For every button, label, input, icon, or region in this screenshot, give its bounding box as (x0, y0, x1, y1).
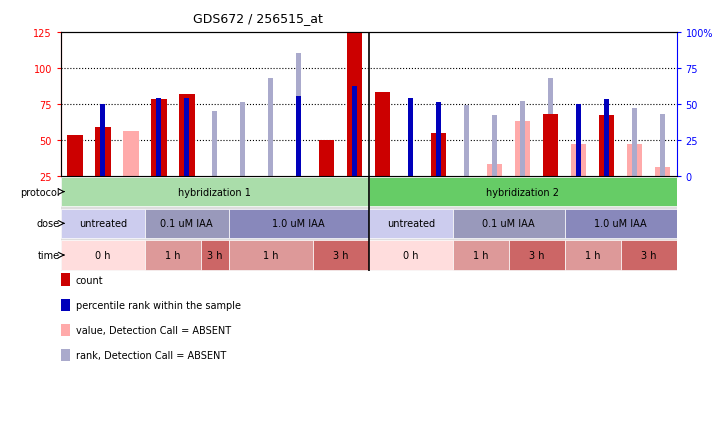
Bar (431, 133, 446, 176)
Bar (604, 100, 609, 176)
Text: rank, Detection Call = ABSENT: rank, Detection Call = ABSENT (76, 351, 226, 360)
Bar (543, 115, 558, 176)
Bar (100, 105, 105, 176)
Bar (520, 102, 526, 176)
Text: 1 h: 1 h (585, 250, 601, 260)
Text: untreated: untreated (387, 219, 435, 229)
Bar (464, 106, 469, 176)
Bar (632, 109, 637, 176)
Text: count: count (76, 275, 104, 285)
Bar (627, 145, 642, 176)
Text: hybridization 2: hybridization 2 (486, 187, 559, 197)
Text: 1.0 uM IAA: 1.0 uM IAA (594, 219, 647, 229)
Bar (67, 136, 82, 176)
Text: 0.1 uM IAA: 0.1 uM IAA (160, 219, 213, 229)
Bar (453, 209, 565, 238)
Bar (229, 241, 313, 270)
Text: 0 h: 0 h (403, 250, 418, 260)
Bar (184, 99, 189, 176)
Text: 3 h: 3 h (207, 250, 223, 260)
Text: 1.0 uM IAA: 1.0 uM IAA (273, 219, 325, 229)
Bar (369, 241, 453, 270)
Bar (453, 241, 508, 270)
Text: value, Detection Call = ABSENT: value, Detection Call = ABSENT (76, 326, 231, 335)
Text: 1 h: 1 h (165, 250, 180, 260)
Bar (95, 128, 110, 176)
Bar (565, 241, 621, 270)
Text: 0.1 uM IAA: 0.1 uM IAA (483, 219, 535, 229)
Bar (200, 241, 229, 270)
Bar (229, 209, 369, 238)
Bar (369, 178, 677, 207)
Bar (61, 178, 369, 207)
Bar (565, 209, 677, 238)
Bar (347, 33, 362, 176)
Text: 1 h: 1 h (473, 250, 488, 260)
Bar (515, 122, 531, 176)
Bar (156, 99, 161, 176)
Bar (313, 241, 369, 270)
Bar (319, 140, 334, 176)
Bar (61, 241, 145, 270)
Bar (151, 100, 167, 176)
Text: 1 h: 1 h (263, 250, 279, 260)
Bar (576, 107, 581, 176)
Bar (352, 87, 357, 176)
Bar (660, 115, 665, 176)
Bar (548, 79, 553, 176)
Text: 3 h: 3 h (333, 250, 349, 260)
Text: GDS672 / 256515_at: GDS672 / 256515_at (193, 12, 323, 25)
Bar (296, 97, 301, 176)
Bar (599, 116, 614, 176)
Text: percentile rank within the sample: percentile rank within the sample (76, 300, 241, 310)
Bar (145, 209, 229, 238)
Text: protocol: protocol (20, 187, 59, 197)
Bar (487, 165, 503, 176)
Bar (576, 105, 581, 176)
Text: 3 h: 3 h (641, 250, 657, 260)
Text: hybridization 1: hybridization 1 (178, 187, 251, 197)
Bar (123, 132, 138, 176)
Bar (268, 79, 274, 176)
Bar (408, 109, 413, 176)
Bar (179, 94, 195, 176)
Bar (61, 209, 145, 238)
Bar (296, 54, 301, 176)
Text: time: time (37, 250, 59, 260)
Bar (436, 103, 441, 176)
Bar (375, 93, 390, 176)
Bar (145, 241, 200, 270)
Bar (408, 99, 413, 176)
Bar (369, 209, 453, 238)
Bar (492, 116, 497, 176)
Bar (621, 241, 677, 270)
Bar (571, 145, 586, 176)
Text: dose: dose (37, 219, 59, 229)
Bar (241, 103, 246, 176)
Bar (508, 241, 565, 270)
Bar (655, 168, 670, 176)
Bar (212, 112, 218, 176)
Text: 0 h: 0 h (95, 250, 110, 260)
Text: 3 h: 3 h (529, 250, 544, 260)
Text: untreated: untreated (79, 219, 127, 229)
